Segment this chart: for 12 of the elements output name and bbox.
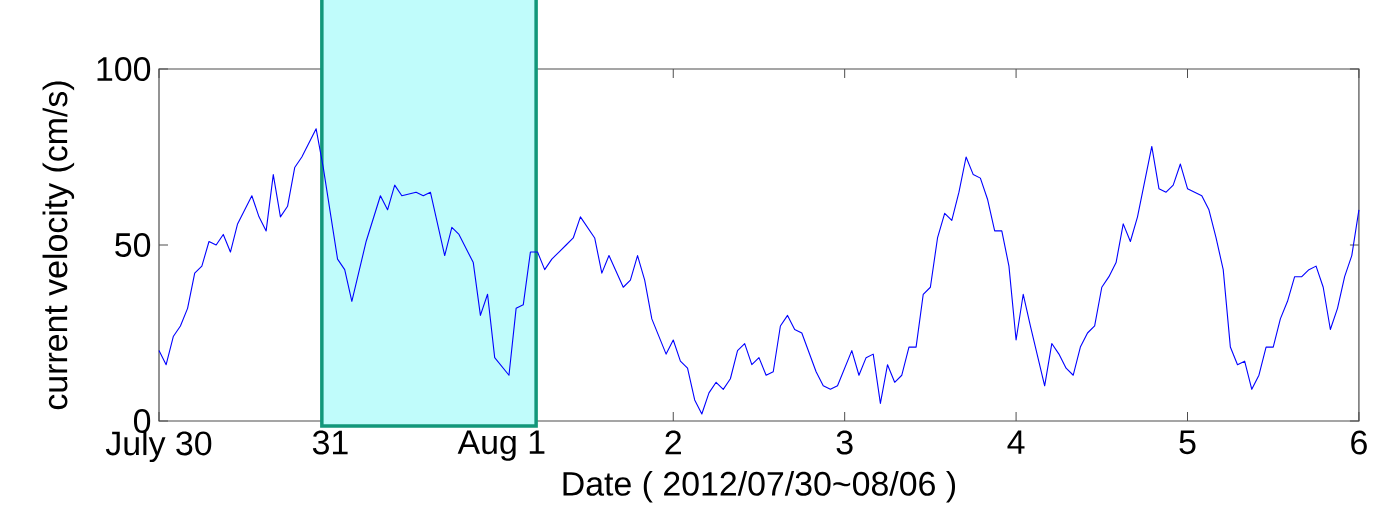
- x-tick-label: Aug 1: [457, 430, 545, 461]
- x-tick-label: 2: [665, 430, 681, 455]
- x-tick-label: 4: [1007, 430, 1025, 454]
- y-tick-label: 50: [115, 233, 151, 257]
- x-tick-label: 6: [1351, 430, 1367, 455]
- x-tick-label: 31: [312, 430, 348, 455]
- x-tick-label: 3: [836, 430, 853, 455]
- y-axis-title: current velocity (cm/s): [42, 81, 75, 410]
- line-series: [158, 128, 1360, 415]
- x-tick-label: 5: [1179, 430, 1196, 455]
- y-tick-label: 100: [97, 57, 151, 81]
- x-axis-title: Date ( 2012/07/30~08/06 ): [563, 470, 955, 503]
